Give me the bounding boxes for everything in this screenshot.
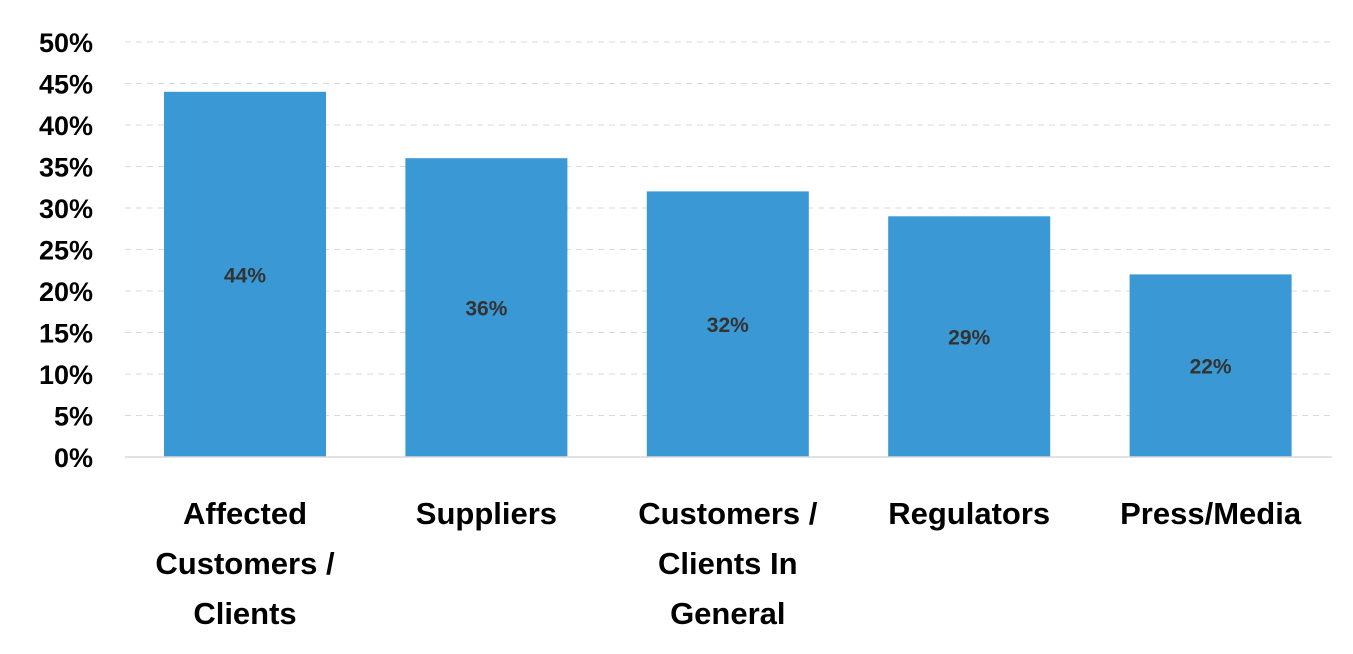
y-tick-label: 10% bbox=[39, 360, 93, 390]
x-tick-label: Regulators bbox=[888, 496, 1050, 531]
y-tick-label: 25% bbox=[39, 236, 93, 266]
data-label: 44% bbox=[224, 264, 266, 287]
data-label: 22% bbox=[1190, 356, 1232, 379]
x-tick-label: Press/Media bbox=[1120, 496, 1302, 531]
bar bbox=[1129, 274, 1292, 457]
y-tick-label: 45% bbox=[39, 70, 93, 100]
bar bbox=[405, 158, 568, 457]
y-tick-label: 20% bbox=[39, 277, 93, 307]
bar bbox=[164, 91, 326, 458]
bar bbox=[888, 216, 1051, 457]
x-tick-label: Affected Customers / Clients bbox=[155, 496, 335, 631]
y-tick-label: 40% bbox=[39, 111, 93, 141]
y-tick-label: 0% bbox=[54, 443, 93, 473]
x-tick-label: Suppliers bbox=[416, 496, 557, 531]
bars bbox=[164, 91, 1292, 458]
bar bbox=[646, 191, 809, 457]
data-label: 32% bbox=[707, 314, 749, 337]
data-label: 29% bbox=[948, 327, 990, 350]
y-axis-ticks: 0% 5% 10% 15% 20% 25% 30% 35% 40% 45% 50% bbox=[39, 28, 93, 473]
data-label: 36% bbox=[465, 298, 507, 321]
y-tick-label: 15% bbox=[39, 319, 93, 349]
data-labels: 44% 36% 32% 29% 22% bbox=[224, 264, 1232, 378]
y-tick-label: 30% bbox=[39, 194, 93, 224]
y-tick-label: 5% bbox=[54, 402, 93, 432]
y-tick-label: 50% bbox=[39, 28, 93, 58]
x-tick-label: Customers / Clients In General bbox=[638, 496, 818, 631]
y-tick-label: 35% bbox=[39, 153, 93, 183]
x-axis-ticks: Affected Customers / Clients Suppliers Custo… bbox=[155, 496, 1301, 631]
